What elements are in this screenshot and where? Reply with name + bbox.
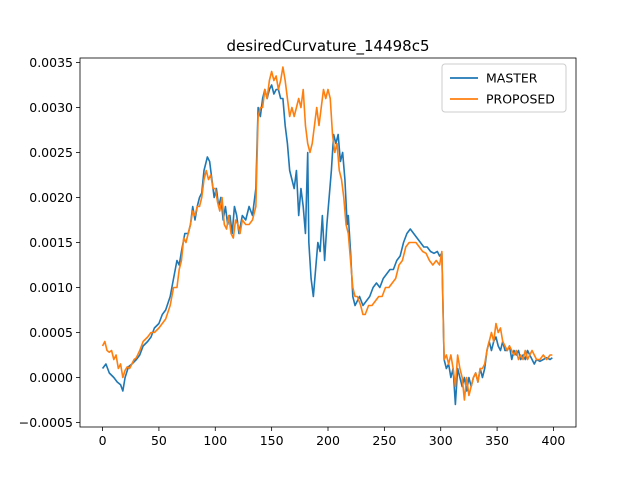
x-tick-label: 350 — [485, 433, 509, 448]
y-tick-label: 0.0005 — [29, 325, 73, 340]
plot-lines — [101, 66, 553, 406]
legend-box — [441, 63, 567, 113]
series-line-proposed — [101, 66, 553, 401]
x-tick-label: 0 — [99, 433, 107, 448]
chart-title: desiredCurvature_14498c5 — [227, 37, 430, 56]
y-tick-label: 0.0025 — [29, 145, 73, 160]
y-tick-label: 0.0035 — [29, 55, 73, 70]
x-tick-label: 200 — [316, 433, 340, 448]
x-tick-label: 150 — [260, 433, 284, 448]
x-tick-label: 300 — [429, 433, 453, 448]
x-axis: 0 50 100 150 200 250 300 350 400 — [99, 427, 566, 448]
x-tick-label: 250 — [372, 433, 396, 448]
y-tick-label: 0.0010 — [29, 280, 73, 295]
legend: MASTER PROPOSED — [441, 63, 567, 113]
legend-label: MASTER — [486, 71, 538, 86]
x-tick-label: 100 — [203, 433, 227, 448]
y-tick-label: 0.0000 — [29, 370, 73, 385]
y-tick-label: 0.0020 — [29, 190, 73, 205]
legend-label: PROPOSED — [486, 92, 555, 107]
x-tick-label: 50 — [151, 433, 167, 448]
plot-frame — [79, 57, 577, 428]
x-tick-label: 400 — [542, 433, 566, 448]
y-tick-label: −0.0005 — [19, 415, 73, 430]
series-line-master — [101, 84, 553, 406]
y-tick-label: 0.0030 — [29, 100, 73, 115]
y-axis: −0.0005 0.0000 0.0005 0.0010 0.0015 0.0020 0.0… — [19, 55, 80, 430]
y-tick-label: 0.0015 — [29, 235, 73, 250]
